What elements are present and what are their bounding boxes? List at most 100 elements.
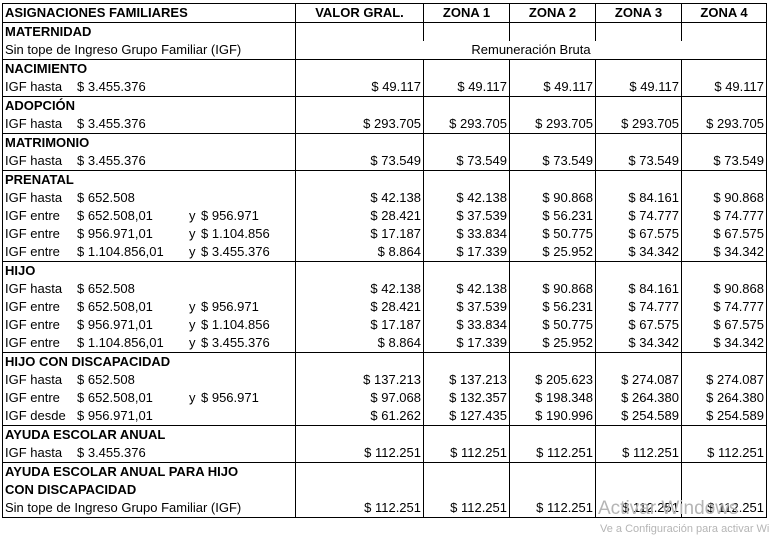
row-label: IGF hasta $ 3.455.376 <box>2 115 296 134</box>
igf-from: $ 956.971,01 <box>77 408 153 423</box>
section-title: MATRIMONIO <box>2 133 296 152</box>
igf-range: IGF entre $ 1.104.856,01 y $ 3.455.376 <box>5 334 293 352</box>
amount-cell: $ 34.342 <box>681 334 767 353</box>
igf-from: $ 652.508 <box>77 372 135 387</box>
amount-cell: $ 73.549 <box>423 152 510 171</box>
amount-cell: $ 132.357 <box>423 389 510 407</box>
igf-range: IGF hasta $ 3.455.376 <box>5 115 293 133</box>
amount-cell: $ 50.775 <box>509 225 596 243</box>
igf-from: $ 652.508 <box>77 190 135 205</box>
amount-cell: $ 74.777 <box>595 298 682 316</box>
table-row: Sin tope de Ingreso Grupo Familiar (IGF)… <box>2 499 767 518</box>
table-row: IGF hasta $ 652.508 $ 42.138 $ 42.138 $ 90.8… <box>2 189 767 207</box>
igf-range: IGF hasta $ 652.508 <box>5 371 293 389</box>
row-label: IGF hasta $ 652.508 <box>2 189 296 207</box>
row-label: Sin tope de Ingreso Grupo Familiar (IGF) <box>2 41 296 60</box>
amount-cell: $ 49.117 <box>681 78 767 97</box>
table-row: IGF hasta $ 3.455.376 $ 49.117 $ 49.117 $ 49… <box>2 78 767 97</box>
igf-and: y <box>189 208 196 223</box>
amount-cell: $ 50.775 <box>509 316 596 334</box>
amount-cell: $ 84.161 <box>595 280 682 298</box>
amount-cell: $ 73.549 <box>595 152 682 171</box>
igf-range: IGF hasta $ 3.455.376 <box>5 152 293 170</box>
section-header-row: AYUDA ESCOLAR ANUAL PARA HIJO <box>2 462 767 481</box>
igf-kind: IGF entre <box>5 335 60 350</box>
amount-cell: $ 90.868 <box>509 280 596 298</box>
table-body: MATERNIDAD Sin tope de Ingreso Grupo Fam… <box>2 22 767 518</box>
section-title: HIJO <box>2 261 296 280</box>
amount-cell: $ 137.213 <box>295 371 424 389</box>
igf-to: $ 3.455.376 <box>201 335 270 350</box>
igf-and <box>189 78 201 96</box>
igf-and: y <box>189 226 196 241</box>
row-label: IGF entre $ 1.104.856,01 y $ 3.455.376 <box>2 334 296 353</box>
section-header-row: MATRIMONIO <box>2 133 767 152</box>
section-header-row: CON DISCAPACIDAD <box>2 481 767 499</box>
table-row: IGF entre $ 652.508,01 y $ 956.971 $ 97.068 $… <box>2 389 767 407</box>
amount-cell: $ 37.539 <box>423 298 510 316</box>
section-title: NACIMIENTO <box>2 59 296 78</box>
igf-to: $ 956.971 <box>201 299 259 314</box>
amount-cell: $ 90.868 <box>681 280 767 298</box>
amount-cell: $ 293.705 <box>295 115 424 134</box>
amount-cell: $ 8.864 <box>295 243 424 262</box>
igf-from: $ 652.508,01 <box>77 208 153 223</box>
row-label: IGF entre $ 652.508,01 y $ 956.971 <box>2 207 296 225</box>
amount-cell: $ 73.549 <box>681 152 767 171</box>
amount-cell: $ 28.421 <box>295 298 424 316</box>
igf-range: IGF entre $ 652.508,01 y $ 956.971 <box>5 207 293 225</box>
igf-from: $ 652.508,01 <box>77 390 153 405</box>
row-label: IGF entre $ 652.508,01 y $ 956.971 <box>2 389 296 407</box>
amount-cell: $ 67.575 <box>681 225 767 243</box>
igf-kind: IGF entre <box>5 390 60 405</box>
igf-and <box>189 280 201 298</box>
amount-cell: $ 17.187 <box>295 316 424 334</box>
amount-cell: $ 254.589 <box>595 407 682 426</box>
igf-kind: IGF entre <box>5 244 60 259</box>
header-cell: ZONA 4 <box>681 3 767 23</box>
igf-from: $ 1.104.856,01 <box>77 335 164 350</box>
amount-cell: $ 34.342 <box>681 243 767 262</box>
row-label: IGF hasta $ 652.508 <box>2 280 296 298</box>
igf-and <box>189 407 201 425</box>
amount-cell: $ 127.435 <box>423 407 510 426</box>
igf-from: $ 652.508 <box>77 281 135 296</box>
windows-activation-watermark: Activar Windows Ve a Configuración para … <box>598 498 769 535</box>
amount-cell: $ 49.117 <box>423 78 510 97</box>
row-label: IGF entre $ 1.104.856,01 y $ 3.455.376 <box>2 243 296 262</box>
row-label: IGF hasta $ 3.455.376 <box>2 444 296 463</box>
igf-from: $ 956.971,01 <box>77 226 153 241</box>
row-label: IGF hasta $ 3.455.376 <box>2 152 296 171</box>
amount-cell: $ 42.138 <box>423 280 510 298</box>
row-label: Sin tope de Ingreso Grupo Familiar (IGF) <box>2 499 296 518</box>
igf-from: $ 3.455.376 <box>77 445 146 460</box>
amount-cell: $ 33.834 <box>423 316 510 334</box>
section-title: AYUDA ESCOLAR ANUAL <box>2 425 296 444</box>
table-row: Sin tope de Ingreso Grupo Familiar (IGF)… <box>2 41 767 60</box>
row-label: IGF hasta $ 3.455.376 <box>2 78 296 97</box>
amount-cell: $ 28.421 <box>295 207 424 225</box>
igf-to: $ 956.971 <box>201 208 259 223</box>
igf-range: IGF entre $ 1.104.856,01 y $ 3.455.376 <box>5 243 293 261</box>
amount-cell: $ 49.117 <box>295 78 424 97</box>
igf-kind: IGF hasta <box>5 190 63 205</box>
amount-cell: $ 112.251 <box>295 444 424 463</box>
table-row: IGF desde $ 956.971,01 $ 61.262 $ 127.435 $ … <box>2 407 767 426</box>
section-header-row: AYUDA ESCOLAR ANUAL <box>2 425 767 444</box>
row-label: IGF entre $ 956.971,01 y $ 1.104.856 <box>2 316 296 334</box>
table-row: IGF entre $ 956.971,01 y $ 1.104.856 $ 17.18… <box>2 316 767 334</box>
amount-cell: $ 17.187 <box>295 225 424 243</box>
amount-cell: $ 112.251 <box>681 444 767 463</box>
igf-and: y <box>189 390 196 405</box>
amount-cell: $ 274.087 <box>681 371 767 389</box>
amount-cell: $ 74.777 <box>681 207 767 225</box>
igf-kind: IGF hasta <box>5 372 63 387</box>
igf-range: IGF entre $ 652.508,01 y $ 956.971 <box>5 298 293 316</box>
igf-kind: IGF entre <box>5 299 60 314</box>
amount-cell: $ 112.251 <box>509 499 596 518</box>
amount-cell: $ 42.138 <box>295 280 424 298</box>
igf-kind: IGF hasta <box>5 116 63 131</box>
row-label: IGF hasta $ 652.508 <box>2 371 296 389</box>
section-header-row: ADOPCIÓN <box>2 96 767 115</box>
igf-kind: IGF entre <box>5 226 60 241</box>
